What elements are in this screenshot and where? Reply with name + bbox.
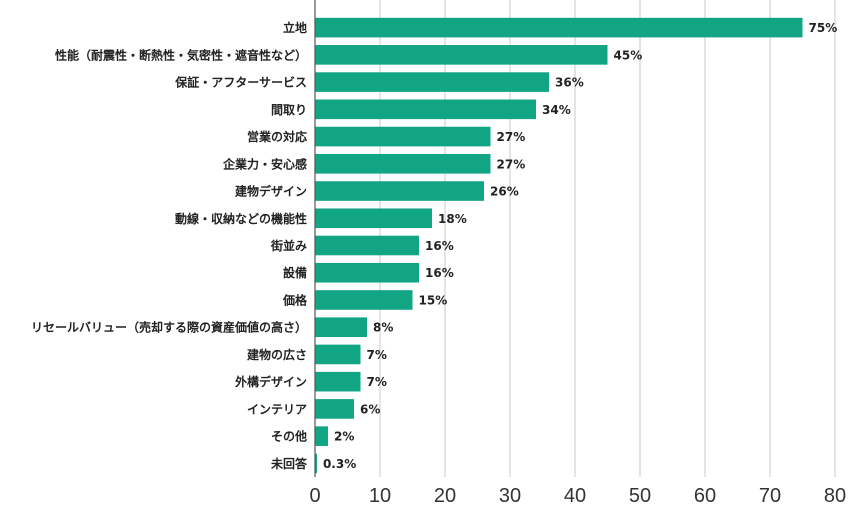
value-label-9: 16% <box>425 266 454 280</box>
value-label-14: 6% <box>360 402 380 416</box>
bar-6 <box>315 181 484 201</box>
category-label-14: インテリア <box>247 402 307 416</box>
category-label-13: 外構デザイン <box>235 374 307 389</box>
bar-13 <box>315 371 361 392</box>
category-label-1: 性能（耐震性・断熱性・気密性・遮音性など） <box>54 47 307 62</box>
bar-0 <box>315 17 803 38</box>
category-label-16: 未回答 <box>270 456 308 471</box>
category-label-15: その他 <box>271 429 307 444</box>
category-label-9: 設備 <box>283 265 307 280</box>
bar-3 <box>315 99 536 120</box>
x-tick-label-50: 50 <box>629 485 651 505</box>
value-labels: 75% 45% 36% 34% 27% 27% 26% 18% 16% 16% 15% 8% 7% 7% 6… <box>323 21 837 471</box>
category-label-10: 価格 <box>282 292 308 307</box>
bar-15 <box>315 426 328 446</box>
x-tick-label-30: 30 <box>499 485 521 505</box>
category-label-2: 保証・アフターサービス <box>174 75 307 90</box>
value-label-5: 27% <box>497 157 526 171</box>
value-label-3: 34% <box>542 103 571 117</box>
bar-14 <box>315 399 354 419</box>
value-label-1: 45% <box>614 48 643 62</box>
category-label-5: 企業力・安心感 <box>222 156 307 171</box>
value-label-11: 8% <box>373 321 393 335</box>
bar-8 <box>315 235 419 256</box>
x-tick-label-0: 0 <box>309 485 320 505</box>
category-label-7: 動線・収納などの機能性 <box>175 211 307 226</box>
category-label-0: 立地 <box>283 20 307 35</box>
category-label-8: 街並み <box>270 238 307 253</box>
category-label-12: 建物の広さ <box>246 347 307 362</box>
bar-16 <box>315 453 317 474</box>
bar-11 <box>315 317 367 338</box>
category-label-3: 間取り <box>271 103 307 117</box>
x-tick-label-80: 80 <box>824 485 846 505</box>
value-label-15: 2% <box>334 430 354 444</box>
bar-5 <box>315 153 491 174</box>
value-label-7: 18% <box>438 212 467 226</box>
value-label-0: 75% <box>809 21 838 35</box>
x-tick-label-10: 10 <box>369 485 391 505</box>
value-label-13: 7% <box>367 375 387 389</box>
category-label-11: リセールバリュー（売却する際の資産価値の高さ） <box>31 320 307 335</box>
x-axis-ticks: 0 10 20 30 40 50 60 70 80 <box>309 485 846 505</box>
x-tick-label-40: 40 <box>564 485 586 505</box>
category-label-4: 営業の対応 <box>247 129 307 144</box>
bar-1 <box>315 45 608 65</box>
bars <box>315 17 803 474</box>
value-label-8: 16% <box>425 239 454 253</box>
x-tick-label-70: 70 <box>759 485 781 505</box>
x-tick-label-60: 60 <box>694 485 716 505</box>
category-label-6: 建物デザイン <box>234 184 307 199</box>
value-label-10: 15% <box>419 293 448 307</box>
value-label-6: 26% <box>490 185 519 199</box>
bar-10 <box>315 290 413 310</box>
value-label-2: 36% <box>555 76 584 90</box>
bar-7 <box>315 208 432 229</box>
value-label-12: 7% <box>367 348 387 362</box>
bar-4 <box>315 126 491 147</box>
value-label-16: 0.3% <box>323 457 356 471</box>
bar-9 <box>315 262 419 283</box>
x-tick-label-20: 20 <box>434 485 456 505</box>
bar-2 <box>315 72 549 92</box>
bar-12 <box>315 344 361 365</box>
value-label-4: 27% <box>497 130 526 144</box>
